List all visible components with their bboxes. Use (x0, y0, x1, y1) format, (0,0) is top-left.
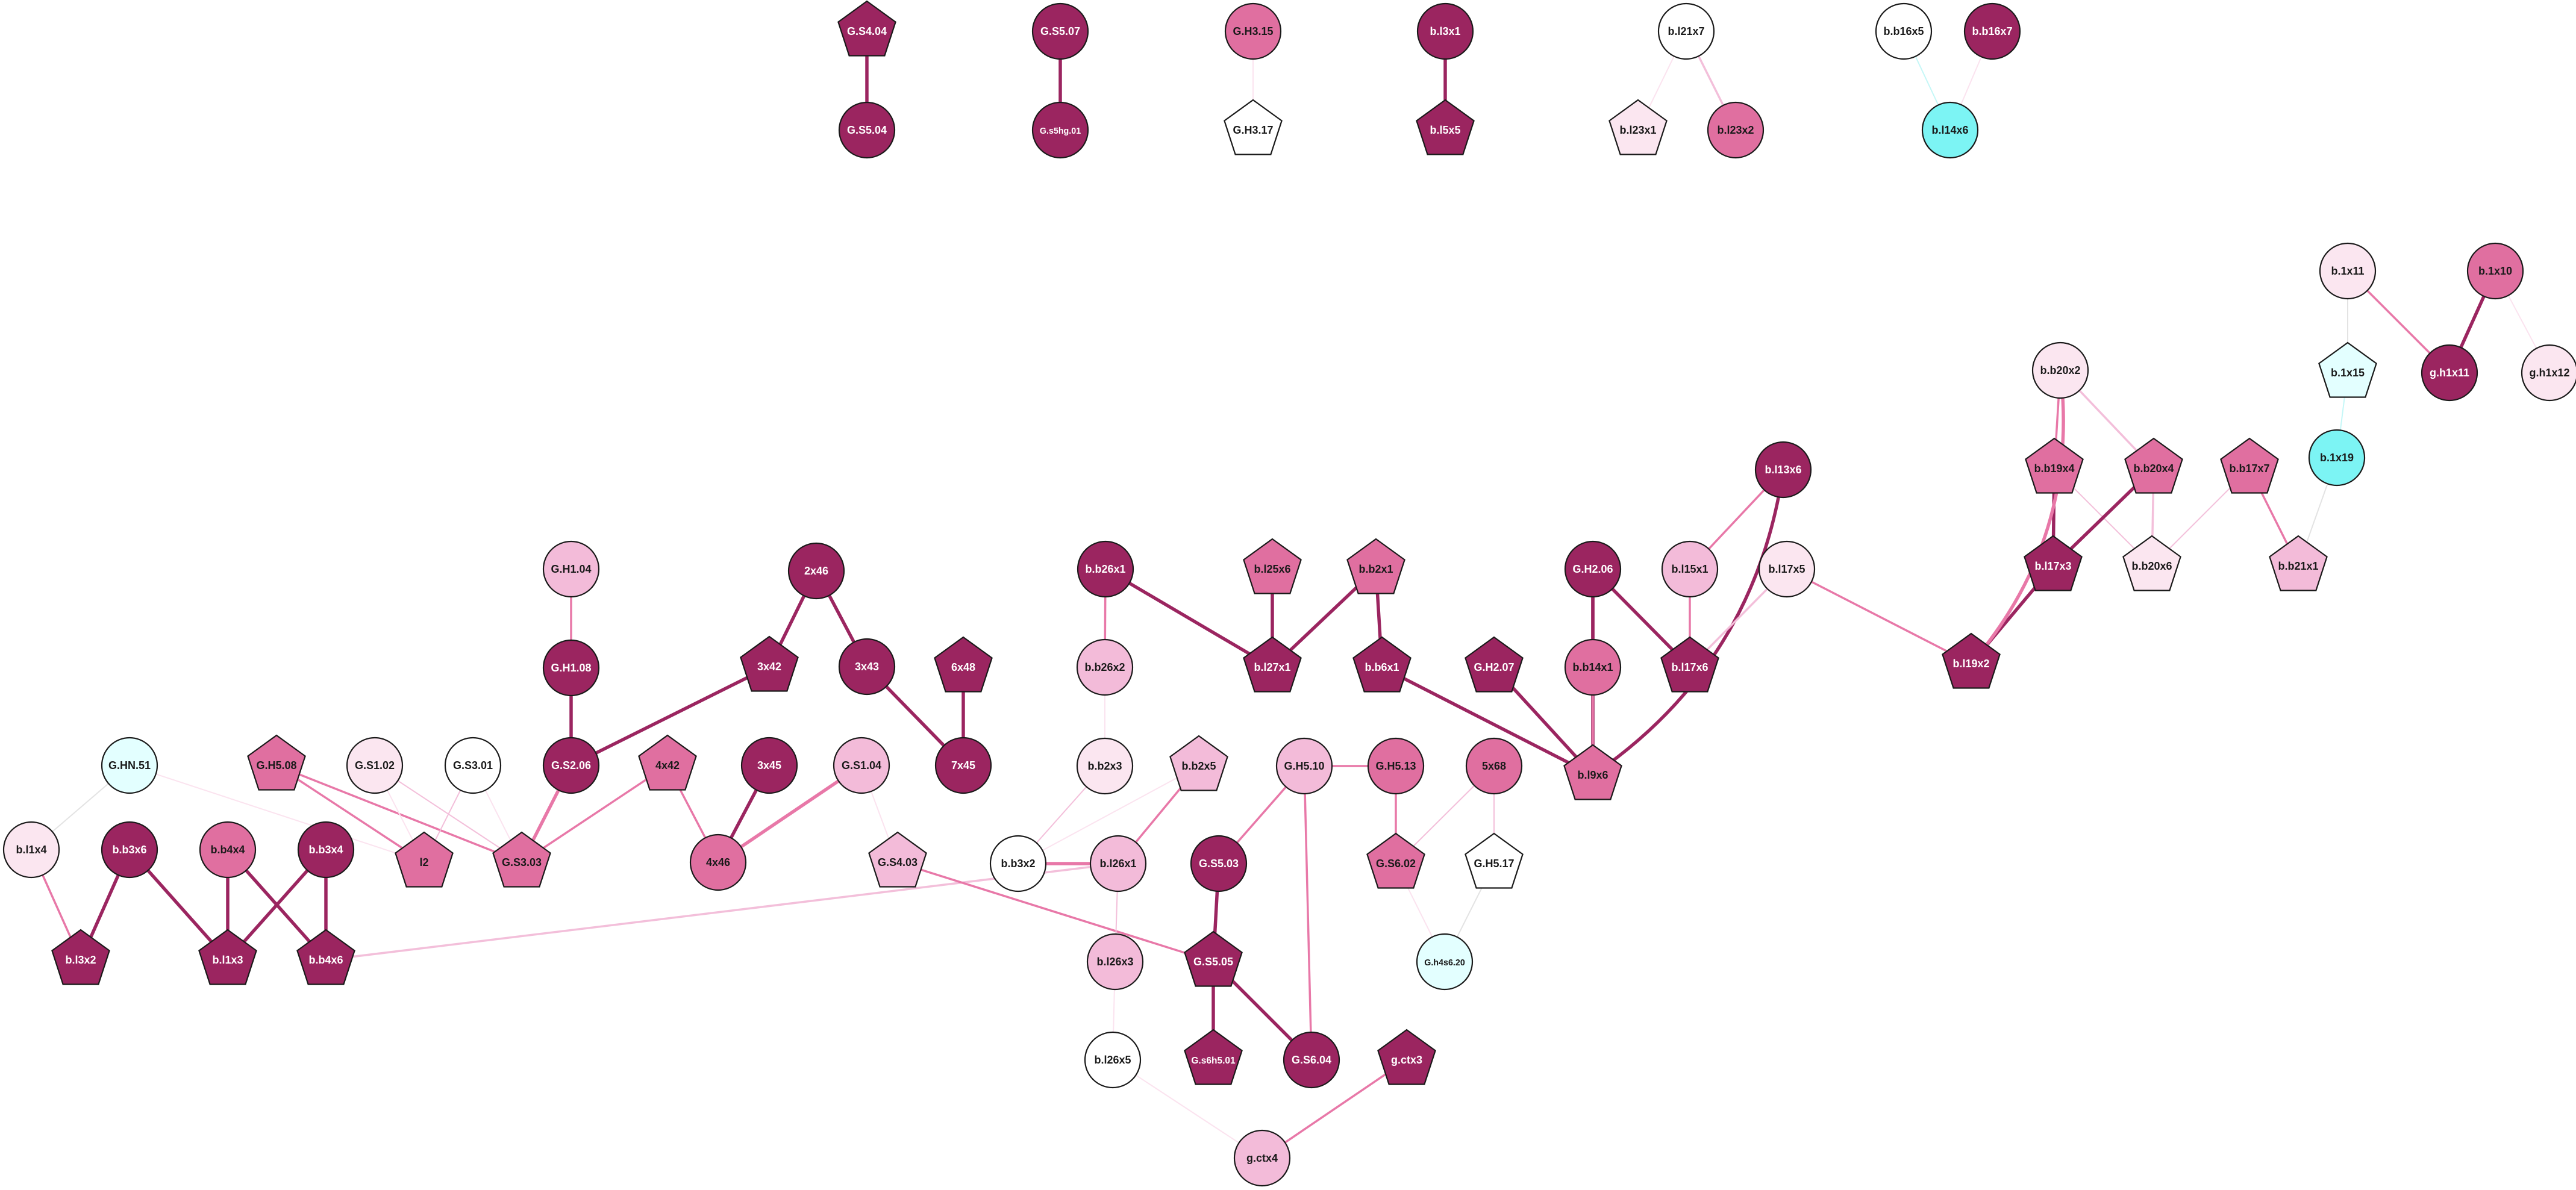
svg-text:b.b14x1: b.b14x1 (1572, 661, 1613, 673)
svg-text:b.b21x1: b.b21x1 (2278, 560, 2318, 572)
svg-text:G.S3.01: G.S3.01 (453, 759, 493, 771)
svg-text:b.b3x4: b.b3x4 (308, 844, 343, 856)
svg-text:G.S6.04: G.S6.04 (1292, 1054, 1331, 1066)
svg-text:g.ctx3: g.ctx3 (1391, 1054, 1422, 1066)
svg-text:b.l3x1: b.l3x1 (1430, 25, 1460, 37)
svg-text:7x45: 7x45 (951, 759, 975, 771)
svg-text:b.1x15: b.1x15 (2331, 367, 2365, 379)
svg-text:b.b26x2: b.b26x2 (1084, 661, 1125, 673)
svg-text:G.S3.03: G.S3.03 (502, 856, 542, 868)
svg-text:G.H1.08: G.H1.08 (551, 662, 591, 674)
svg-text:b.l1x3: b.l1x3 (212, 954, 243, 966)
svg-text:b.l13x6: b.l13x6 (1765, 464, 1801, 476)
svg-text:b.l9x6: b.l9x6 (1577, 769, 1608, 781)
svg-text:b.b20x4: b.b20x4 (2133, 463, 2174, 475)
svg-text:b.1x10: b.1x10 (2478, 265, 2512, 277)
svg-text:b.l14x6: b.l14x6 (1931, 124, 1968, 136)
svg-text:G.H2.07: G.H2.07 (1474, 661, 1514, 673)
svg-text:G.H5.08: G.H5.08 (256, 759, 296, 771)
svg-text:b.b2x1: b.b2x1 (1358, 563, 1393, 575)
svg-text:G.H5.13: G.H5.13 (1375, 760, 1416, 772)
svg-text:6x48: 6x48 (951, 661, 975, 673)
svg-text:2x46: 2x46 (804, 565, 828, 577)
svg-text:G.S4.04: G.S4.04 (847, 25, 887, 37)
svg-text:b.b2x3: b.b2x3 (1087, 760, 1122, 772)
svg-text:b.1x11: b.1x11 (2331, 265, 2364, 277)
svg-text:l2: l2 (419, 856, 428, 868)
svg-text:4x46: 4x46 (706, 856, 730, 868)
svg-text:b.l26x1: b.l26x1 (1099, 858, 1136, 870)
svg-text:b.l21x7: b.l21x7 (1668, 25, 1704, 37)
svg-text:G.S5.03: G.S5.03 (1199, 858, 1239, 870)
svg-text:b.b2x5: b.b2x5 (1181, 760, 1216, 772)
svg-text:G.H5.17: G.H5.17 (1474, 858, 1514, 870)
svg-text:b.l15x1: b.l15x1 (1671, 563, 1708, 575)
svg-text:b.l26x5: b.l26x5 (1094, 1054, 1131, 1066)
svg-text:3x45: 3x45 (757, 759, 781, 771)
svg-text:g.ctx4: g.ctx4 (1246, 1152, 1278, 1164)
svg-text:G.s6h5.01: G.s6h5.01 (1191, 1056, 1236, 1066)
svg-text:b.b16x5: b.b16x5 (1883, 25, 1924, 37)
svg-text:b.l27x1: b.l27x1 (1254, 661, 1290, 673)
svg-text:G.S6.02: G.S6.02 (1376, 858, 1416, 870)
svg-text:b.b26x1: b.b26x1 (1085, 563, 1125, 575)
svg-text:3x43: 3x43 (855, 661, 879, 673)
svg-text:G.S1.02: G.S1.02 (355, 759, 395, 771)
svg-text:G.H3.15: G.H3.15 (1233, 25, 1273, 37)
svg-text:G.h4s6.20: G.h4s6.20 (1424, 958, 1465, 968)
svg-text:b.l1x4: b.l1x4 (16, 844, 46, 856)
svg-text:b.l23x1: b.l23x1 (1619, 124, 1656, 136)
svg-text:g.h1x12: g.h1x12 (2529, 367, 2569, 379)
svg-text:G.H2.06: G.H2.06 (1572, 563, 1613, 575)
svg-text:G.S5.04: G.S5.04 (847, 124, 887, 136)
svg-text:b.b16x7: b.b16x7 (1972, 25, 2012, 37)
svg-text:b.b3x2: b.b3x2 (1001, 858, 1035, 870)
svg-text:b.l19x2: b.l19x2 (1952, 658, 1989, 670)
svg-text:b.b4x4: b.b4x4 (210, 844, 245, 856)
svg-text:b.l25x6: b.l25x6 (1254, 563, 1290, 575)
svg-text:G.s5hg.01: G.s5hg.01 (1040, 126, 1081, 136)
svg-text:b.1x19: b.1x19 (2320, 452, 2354, 464)
svg-text:b.l17x5: b.l17x5 (1768, 563, 1805, 575)
svg-text:G.S1.04: G.S1.04 (842, 759, 881, 771)
svg-text:b.b4x6: b.b4x6 (308, 954, 343, 966)
svg-text:b.b20x2: b.b20x2 (2040, 364, 2080, 376)
svg-text:g.h1x11: g.h1x11 (2430, 367, 2469, 379)
svg-text:b.l17x6: b.l17x6 (1671, 661, 1708, 673)
svg-text:b.l17x3: b.l17x3 (2034, 560, 2071, 572)
svg-text:G.H1.04: G.H1.04 (551, 563, 591, 575)
svg-text:G.S2.06: G.S2.06 (551, 759, 591, 771)
svg-text:G.H5.10: G.H5.10 (1284, 760, 1324, 772)
svg-text:G.S5.05: G.S5.05 (1193, 956, 1233, 968)
svg-text:b.b3x6: b.b3x6 (112, 844, 146, 856)
svg-text:b.l23x2: b.l23x2 (1717, 124, 1754, 136)
svg-text:b.l26x3: b.l26x3 (1096, 956, 1133, 968)
svg-text:b.b19x4: b.b19x4 (2034, 463, 2074, 475)
svg-text:G.HN.51: G.HN.51 (108, 759, 151, 771)
svg-text:b.l3x2: b.l3x2 (65, 954, 96, 966)
svg-text:b.l5x5: b.l5x5 (1430, 124, 1460, 136)
svg-text:b.b6x1: b.b6x1 (1365, 661, 1399, 673)
svg-text:5x68: 5x68 (1482, 760, 1506, 772)
svg-text:3x42: 3x42 (757, 661, 781, 673)
svg-text:G.S5.07: G.S5.07 (1040, 25, 1080, 37)
svg-text:G.H3.17: G.H3.17 (1233, 124, 1273, 136)
svg-text:b.b20x6: b.b20x6 (2131, 560, 2172, 572)
svg-text:G.S4.03: G.S4.03 (878, 856, 918, 868)
svg-text:4x42: 4x42 (655, 759, 680, 771)
svg-text:b.b17x7: b.b17x7 (2229, 463, 2269, 475)
